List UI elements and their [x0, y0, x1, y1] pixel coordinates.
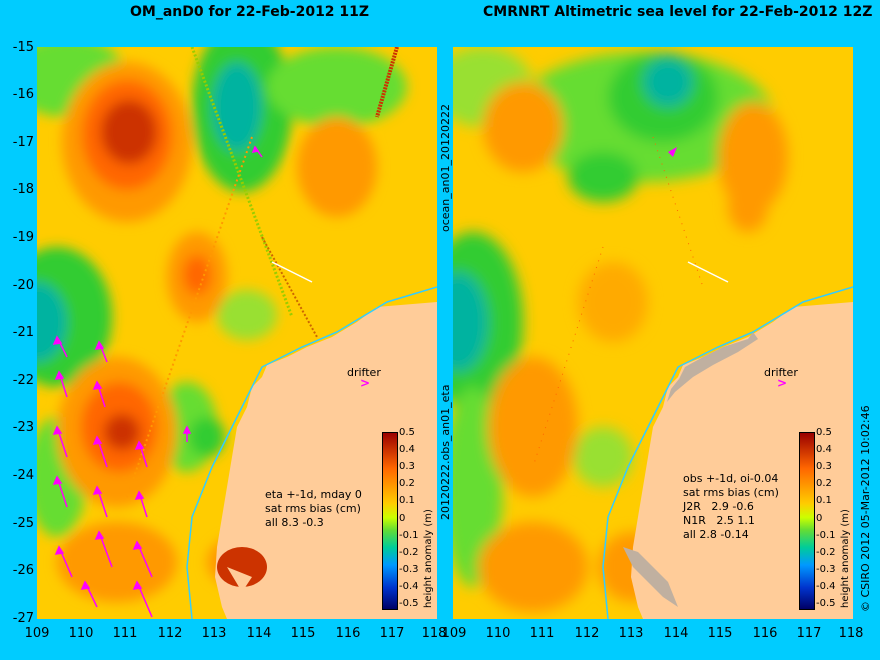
- x-tick: 111: [112, 626, 138, 641]
- x-tick: 118: [421, 626, 447, 641]
- x-tick: 117: [796, 626, 822, 641]
- colorbar-tick: 0.1: [816, 495, 832, 506]
- y-tick: -18: [12, 182, 34, 197]
- colorbar-tick: 0.3: [816, 461, 832, 472]
- left-stats: eta +-1d, mday 0 sat rms bias (cm) all 8…: [265, 488, 362, 529]
- y-tick: -19: [12, 230, 34, 245]
- x-tick: 116: [752, 626, 778, 641]
- right-colorbar: [799, 432, 815, 610]
- y-tick: -27: [12, 611, 34, 626]
- colorbar-tick: -0.3: [816, 564, 836, 575]
- colorbar-tick: -0.1: [816, 530, 836, 541]
- x-tick: 116: [335, 626, 361, 641]
- x-tick: 112: [574, 626, 600, 641]
- right-map-title: CMRNRT Altimetric sea level for 22-Feb-2…: [483, 4, 873, 20]
- x-tick: 113: [618, 626, 644, 641]
- y-tick: -24: [12, 468, 34, 483]
- colorbar-tick: 0: [399, 513, 406, 524]
- run-label-top: ocean_an01_20120222: [439, 104, 452, 232]
- left-colorbar: [382, 432, 398, 610]
- drifter-label-left: drifter: [347, 366, 381, 379]
- x-tick: 114: [246, 626, 272, 641]
- x-tick: 112: [157, 626, 183, 641]
- drifter-marker-icon: >: [777, 376, 788, 390]
- x-tick: 118: [838, 626, 864, 641]
- colorbar-tick: 0.4: [816, 444, 832, 455]
- y-tick: -26: [12, 563, 34, 578]
- drifter-marker-icon: >: [360, 376, 371, 390]
- x-tick: 110: [68, 626, 94, 641]
- y-tick: -20: [12, 278, 34, 293]
- x-tick: 111: [529, 626, 555, 641]
- drifter-label-right: drifter: [764, 366, 798, 379]
- x-tick: 109: [24, 626, 50, 641]
- colorbar-tick: -0.4: [399, 581, 419, 592]
- y-tick: -17: [12, 135, 34, 150]
- x-tick: 114: [663, 626, 689, 641]
- colorbar-label-left: height anomaly (m): [423, 509, 434, 608]
- copyright-label: © CSIRO 2012 05-Mar-2012 10:02:46: [859, 405, 872, 612]
- colorbar-tick: -0.1: [399, 530, 419, 541]
- colorbar-tick: -0.3: [399, 564, 419, 575]
- right-stats: obs +-1d, oi-0.04 sat rms bias (cm) J2R …: [683, 472, 779, 541]
- y-tick: -21: [12, 325, 34, 340]
- left-map-title: OM_anD0 for 22-Feb-2012 11Z: [130, 4, 370, 20]
- x-tick: 115: [290, 626, 316, 641]
- run-label: 20120222.obs_an01_eta: [439, 384, 452, 520]
- altimetric-sea-level-map: [453, 47, 853, 619]
- colorbar-tick: 0.5: [399, 427, 415, 438]
- colorbar-tick: 0.4: [399, 444, 415, 455]
- colorbar-tick: 0.2: [816, 478, 832, 489]
- colorbar-tick: -0.4: [816, 581, 836, 592]
- colorbar-tick: -0.5: [399, 598, 419, 609]
- colorbar-tick: -0.2: [816, 547, 836, 558]
- x-tick: 115: [707, 626, 733, 641]
- y-tick: -16: [12, 87, 34, 102]
- colorbar-tick: 0: [816, 513, 823, 524]
- x-tick: 113: [201, 626, 227, 641]
- colorbar-tick: -0.5: [816, 598, 836, 609]
- colorbar-tick: 0.3: [399, 461, 415, 472]
- colorbar-tick: 0.5: [816, 427, 832, 438]
- y-tick: -15: [12, 40, 34, 55]
- colorbar-label-right: height anomaly (m): [840, 509, 851, 608]
- y-tick: -23: [12, 420, 34, 435]
- colorbar-tick: 0.1: [399, 495, 415, 506]
- y-tick: -22: [12, 373, 34, 388]
- x-tick: 117: [379, 626, 405, 641]
- y-tick: -25: [12, 516, 34, 531]
- colorbar-tick: -0.2: [399, 547, 419, 558]
- x-tick: 110: [485, 626, 511, 641]
- x-tick: 109: [441, 626, 467, 641]
- colorbar-tick: 0.2: [399, 478, 415, 489]
- model-sea-level-map: [37, 47, 437, 619]
